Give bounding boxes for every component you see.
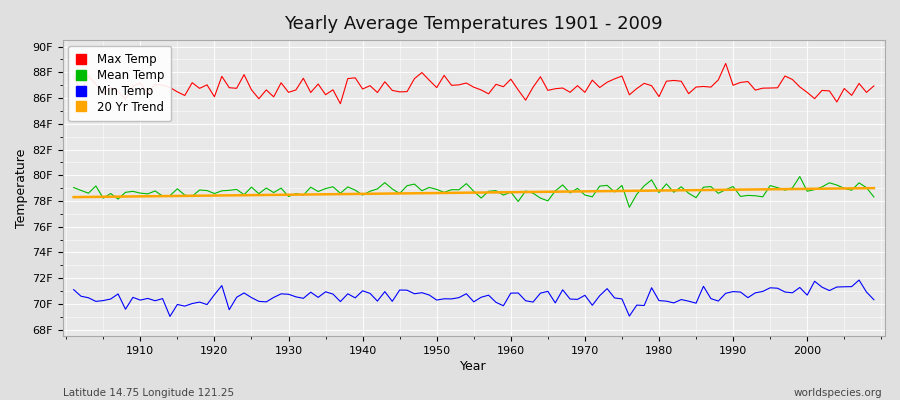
Legend: Max Temp, Mean Temp, Min Temp, 20 Yr Trend: Max Temp, Mean Temp, Min Temp, 20 Yr Tre…: [68, 46, 171, 121]
Title: Yearly Average Temperatures 1901 - 2009: Yearly Average Temperatures 1901 - 2009: [284, 15, 663, 33]
Y-axis label: Temperature: Temperature: [15, 148, 28, 228]
X-axis label: Year: Year: [461, 360, 487, 373]
Text: Latitude 14.75 Longitude 121.25: Latitude 14.75 Longitude 121.25: [63, 388, 234, 398]
Text: worldspecies.org: worldspecies.org: [794, 388, 882, 398]
